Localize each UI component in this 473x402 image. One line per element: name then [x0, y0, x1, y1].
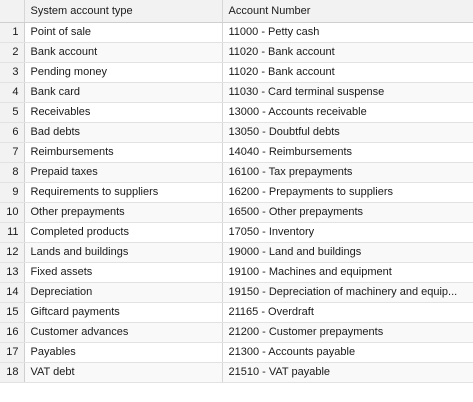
- row-number: 12: [0, 242, 25, 263]
- column-header-account-number[interactable]: Account Number: [222, 0, 473, 23]
- table-row[interactable]: 2 Bank account 11020 - Bank account: [0, 42, 473, 63]
- table-row[interactable]: 8 Prepaid taxes 16100 - Tax prepayments: [0, 162, 473, 183]
- account-number-cell[interactable]: 14040 - Reimbursements: [222, 142, 473, 163]
- account-number-cell[interactable]: 11020 - Bank account: [222, 62, 473, 83]
- row-number: 17: [0, 342, 25, 363]
- account-number-cell[interactable]: 19150 - Depreciation of machinery and eq…: [222, 282, 473, 303]
- table-row[interactable]: 11 Completed products 17050 - Inventory: [0, 222, 473, 243]
- system-account-type-cell[interactable]: VAT debt: [24, 362, 223, 383]
- row-number: 11: [0, 222, 25, 243]
- table-row[interactable]: 14 Depreciation 19150 - Depreciation of ma…: [0, 282, 473, 303]
- system-account-type-cell[interactable]: Completed products: [24, 222, 223, 243]
- row-number: 10: [0, 202, 25, 223]
- system-account-type-cell[interactable]: Requirements to suppliers: [24, 182, 223, 203]
- table-row[interactable]: 10 Other prepayments 16500 - Other prepaym…: [0, 202, 473, 223]
- account-number-cell[interactable]: 13050 - Doubtful debts: [222, 122, 473, 143]
- account-number-cell[interactable]: 11030 - Card terminal suspense: [222, 82, 473, 103]
- account-number-cell[interactable]: 21200 - Customer prepayments: [222, 322, 473, 343]
- account-number-cell[interactable]: 19100 - Machines and equipment: [222, 262, 473, 283]
- account-number-cell[interactable]: 21510 - VAT payable: [222, 362, 473, 383]
- system-account-type-cell[interactable]: Depreciation: [24, 282, 223, 303]
- row-number: 7: [0, 142, 25, 163]
- row-number: 3: [0, 62, 25, 83]
- system-account-type-cell[interactable]: Fixed assets: [24, 262, 223, 283]
- row-number: 14: [0, 282, 25, 303]
- row-number: 4: [0, 82, 25, 103]
- row-number: 1: [0, 22, 25, 43]
- row-number: 15: [0, 302, 25, 323]
- table-row[interactable]: 7 Reimbursements 14040 - Reimbursements: [0, 142, 473, 163]
- system-account-type-cell[interactable]: Reimbursements: [24, 142, 223, 163]
- system-account-type-cell[interactable]: Prepaid taxes: [24, 162, 223, 183]
- table-row[interactable]: 5 Receivables 13000 - Accounts receivable: [0, 102, 473, 123]
- table-row[interactable]: 6 Bad debts 13050 - Doubtful debts: [0, 122, 473, 143]
- row-number: 13: [0, 262, 25, 283]
- row-number: 16: [0, 322, 25, 343]
- corner-cell: [0, 0, 25, 23]
- table-row[interactable]: 12 Lands and buildings 19000 - Land and bu…: [0, 242, 473, 263]
- table-row[interactable]: 13 Fixed assets 19100 - Machines and equip…: [0, 262, 473, 283]
- system-account-type-cell[interactable]: Point of sale: [24, 22, 223, 43]
- system-account-type-cell[interactable]: Other prepayments: [24, 202, 223, 223]
- account-number-cell[interactable]: 11000 - Petty cash: [222, 22, 473, 43]
- account-number-cell[interactable]: 21165 - Overdraft: [222, 302, 473, 323]
- table-row[interactable]: 1 Point of sale 11000 - Petty cash: [0, 22, 473, 43]
- row-number: 2: [0, 42, 25, 63]
- account-number-cell[interactable]: 19000 - Land and buildings: [222, 242, 473, 263]
- column-header-system-account-type[interactable]: System account type: [24, 0, 223, 23]
- account-number-cell[interactable]: 16100 - Tax prepayments: [222, 162, 473, 183]
- header-row: System account type Account Number: [0, 0, 473, 23]
- table-row[interactable]: 18 VAT debt 21510 - VAT payable: [0, 362, 473, 383]
- row-number: 9: [0, 182, 25, 203]
- system-account-type-cell[interactable]: Bad debts: [24, 122, 223, 143]
- system-account-type-cell[interactable]: Payables: [24, 342, 223, 363]
- system-account-type-cell[interactable]: Customer advances: [24, 322, 223, 343]
- table-row[interactable]: 17 Payables 21300 - Accounts payable: [0, 342, 473, 363]
- row-number: 18: [0, 362, 25, 383]
- row-number: 6: [0, 122, 25, 143]
- account-number-cell[interactable]: 13000 - Accounts receivable: [222, 102, 473, 123]
- row-number: 5: [0, 102, 25, 123]
- account-number-cell[interactable]: 11020 - Bank account: [222, 42, 473, 63]
- system-account-type-cell[interactable]: Bank account: [24, 42, 223, 63]
- account-number-cell[interactable]: 16500 - Other prepayments: [222, 202, 473, 223]
- table-row[interactable]: 16 Customer advances 21200 - Customer prep…: [0, 322, 473, 343]
- table-body: 1 Point of sale 11000 - Petty cash 2 Bank ac…: [0, 22, 473, 383]
- account-number-cell[interactable]: 16200 - Prepayments to suppliers: [222, 182, 473, 203]
- table-row[interactable]: 15 Giftcard payments 21165 - Overdraft: [0, 302, 473, 323]
- row-number: 8: [0, 162, 25, 183]
- table-row[interactable]: 9 Requirements to suppliers 16200 - Prepay…: [0, 182, 473, 203]
- system-account-type-cell[interactable]: Receivables: [24, 102, 223, 123]
- account-number-cell[interactable]: 17050 - Inventory: [222, 222, 473, 243]
- system-account-type-cell[interactable]: Pending money: [24, 62, 223, 83]
- system-account-type-cell[interactable]: Giftcard payments: [24, 302, 223, 323]
- system-account-type-cell[interactable]: Bank card: [24, 82, 223, 103]
- system-account-type-cell[interactable]: Lands and buildings: [24, 242, 223, 263]
- account-number-cell[interactable]: 21300 - Accounts payable: [222, 342, 473, 363]
- table-row[interactable]: 4 Bank card 11030 - Card terminal suspense: [0, 82, 473, 103]
- table-row[interactable]: 3 Pending money 11020 - Bank account: [0, 62, 473, 83]
- account-mapping-table: System account type Account Number 1 Poin…: [0, 0, 473, 383]
